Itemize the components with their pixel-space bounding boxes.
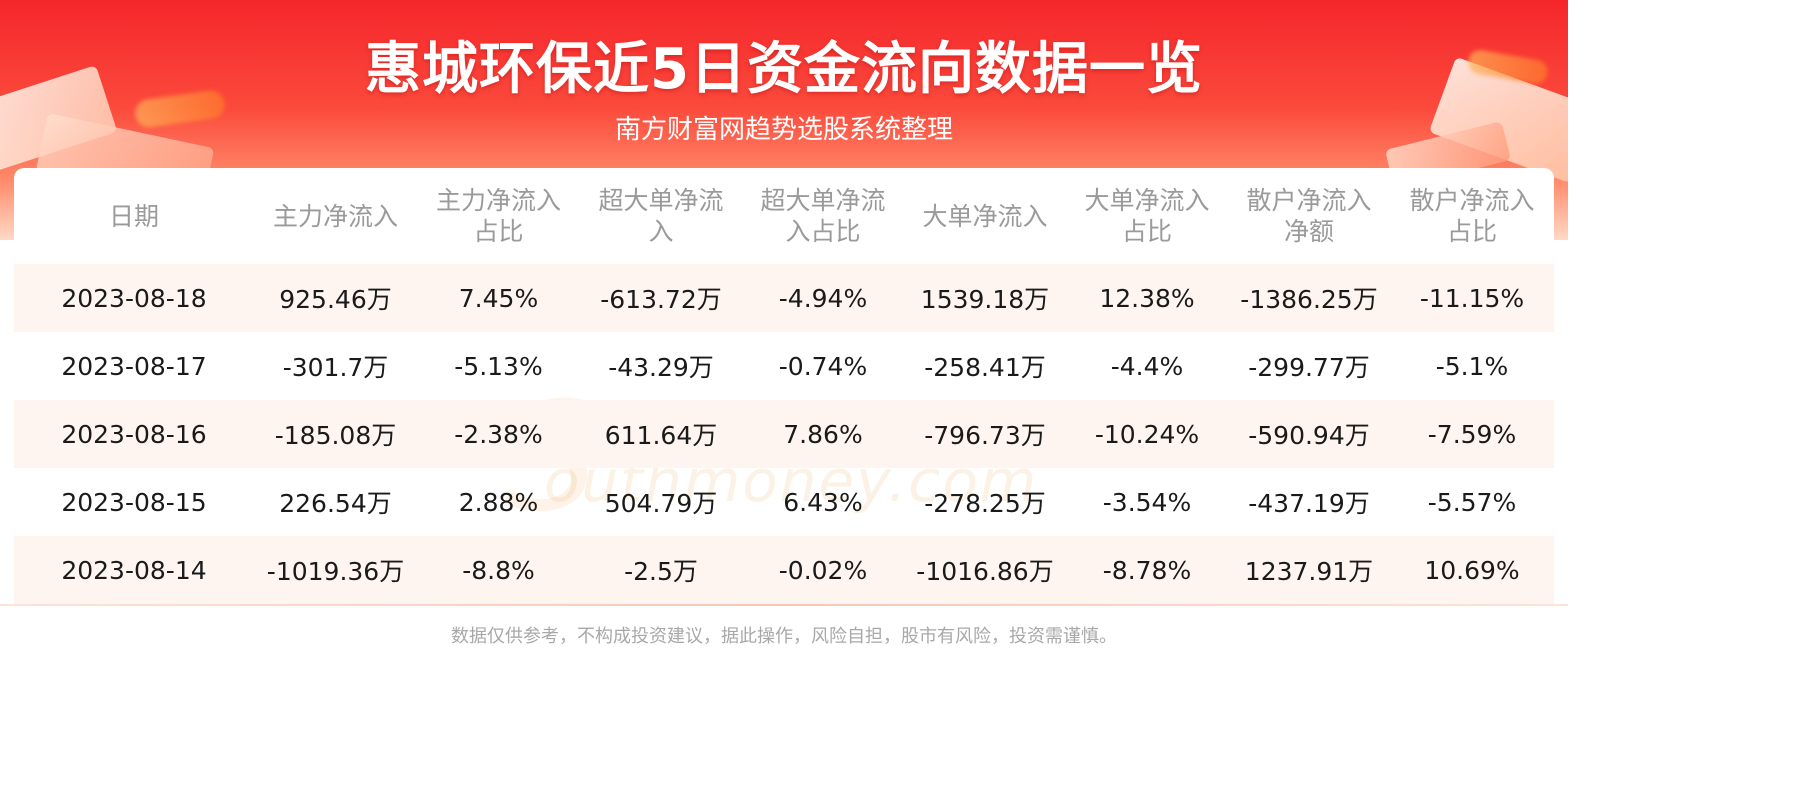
footer-divider [0, 604, 1568, 606]
value-cell: 6.43% [783, 487, 863, 517]
table-row: 2023-08-17 -301.7万 -5.13% -43.29万 -0.74% -258… [14, 332, 1554, 400]
date-cell: 2023-08-14 [61, 555, 207, 585]
page-title: 惠城环保近5日资金流向数据一览 [365, 37, 1203, 102]
value-cell: -10.24% [1094, 419, 1200, 449]
column-header: 散户净流入 净额 [1246, 186, 1372, 246]
value-cell: 611.64万 [604, 421, 718, 450]
date-cell: 2023-08-15 [61, 487, 207, 517]
table-row: 2023-08-15 226.54万 2.88% 504.79万 6.43% -278.2… [14, 468, 1554, 536]
column-header: 主力净流入 [272, 201, 398, 231]
value-cell: -5.1% [1435, 351, 1509, 381]
date-cell: 2023-08-18 [61, 283, 207, 313]
value-cell: -1019.36万 [266, 557, 405, 586]
value-cell: 504.79万 [604, 489, 718, 518]
value-cell: -185.08万 [274, 421, 397, 450]
value-cell: -0.02% [778, 555, 868, 585]
column-header: 散户净流入 占比 [1409, 186, 1535, 246]
value-cell: 10.69% [1424, 555, 1520, 585]
value-cell: -796.73万 [924, 421, 1046, 450]
value-cell: -8.8% [462, 555, 535, 585]
value-cell: 2.88% [458, 487, 539, 517]
value-cell: 1237.91万 [1244, 557, 1374, 586]
disclaimer-text: 数据仅供参考，不构成投资建议，据此操作，风险自担，股市有风险，投资需谨慎。 [451, 626, 1117, 647]
value-cell: -4.4% [1110, 351, 1184, 381]
column-header: 主力净流入 占比 [435, 186, 561, 246]
value-cell: -5.57% [1427, 487, 1517, 517]
value-cell: -2.38% [454, 419, 543, 449]
date-cell: 2023-08-16 [61, 419, 207, 449]
value-cell: -258.41万 [924, 353, 1046, 382]
value-cell: -11.15% [1419, 283, 1525, 313]
value-cell: -613.72万 [600, 285, 722, 314]
column-header: 大单净流入 [922, 201, 1048, 231]
value-cell: 226.54万 [279, 489, 392, 518]
table-row: 2023-08-14 -1019.36万 -8.8% -2.5万 -0.02% -1016… [14, 536, 1554, 604]
value-cell: -5.13% [454, 351, 543, 381]
table-row: 2023-08-18 925.46万 7.45% -613.72万 -4.94% 1539… [14, 264, 1554, 332]
value-cell: -43.29万 [608, 353, 714, 382]
value-cell: -299.77万 [1248, 353, 1370, 382]
column-header: 超大单净流 入占比 [760, 186, 886, 246]
page-subtitle: 南方财富网趋势选股系统整理 [614, 115, 953, 145]
value-cell: 1539.18万 [920, 285, 1050, 314]
value-cell: -278.25万 [924, 489, 1046, 518]
value-cell: -1386.25万 [1240, 285, 1378, 314]
date-cell: 2023-08-17 [61, 351, 207, 381]
column-header: 大单净流入 占比 [1084, 186, 1210, 246]
column-header: 日期 [108, 201, 159, 231]
value-cell: -7.59% [1427, 419, 1517, 449]
value-cell: 7.45% [458, 283, 539, 313]
value-cell: -3.54% [1102, 487, 1192, 517]
value-cell: 7.86% [783, 419, 863, 449]
value-cell: -8.78% [1102, 555, 1192, 585]
table-header: 日期 主力净流入 主力净流入 占比 超大单净流 入超大单净流 入占比 大单净流入 大单净流… [14, 168, 1554, 264]
value-cell: -437.19万 [1248, 489, 1370, 518]
value-cell: 12.38% [1099, 283, 1195, 313]
value-cell: -0.74% [778, 351, 868, 381]
value-cell: -301.7万 [282, 353, 389, 382]
value-cell: -4.94% [778, 283, 868, 313]
value-cell: -2.5万 [624, 557, 698, 586]
table-row: 2023-08-16 -185.08万 -2.38% 611.64万 7.86% -796… [14, 400, 1554, 468]
value-cell: 925.46万 [279, 285, 392, 314]
value-cell: -590.94万 [1248, 421, 1370, 450]
value-cell: -1016.86万 [916, 557, 1054, 586]
table-body: 2023-08-18 925.46万 7.45% -613.72万 -4.94% 1539… [14, 264, 1554, 604]
column-header: 超大单净流 入 [598, 186, 724, 246]
